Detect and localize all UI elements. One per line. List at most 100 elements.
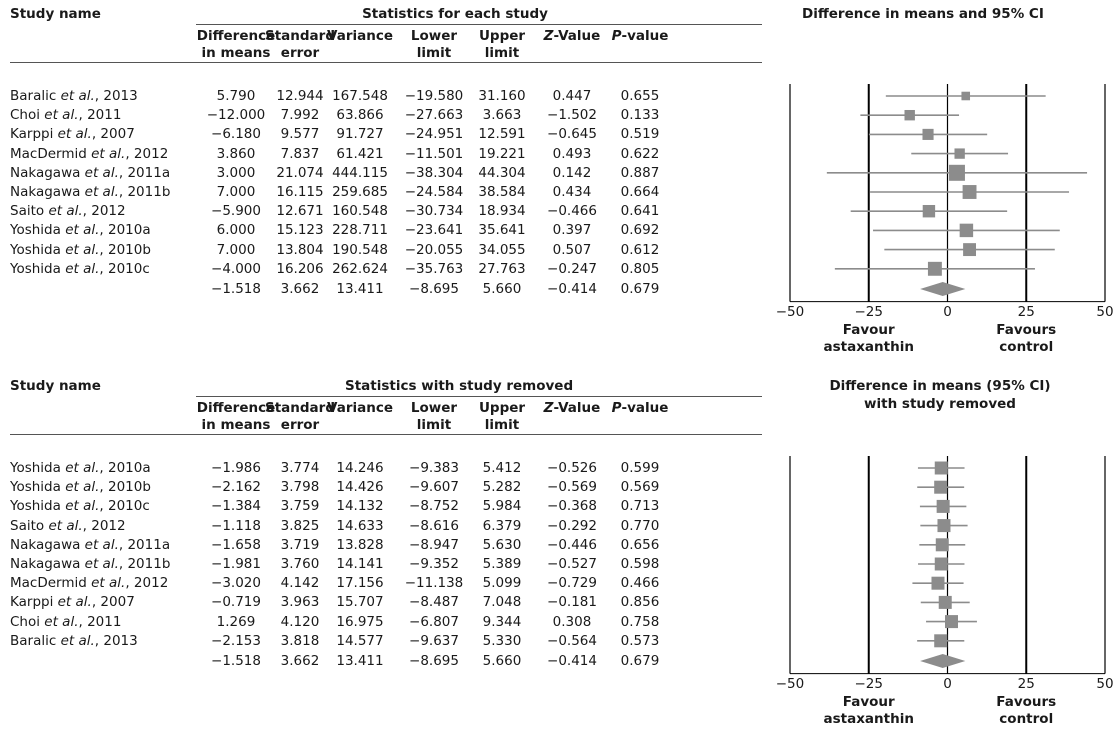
table-cell: −24.951 bbox=[404, 126, 464, 143]
point-estimate-marker bbox=[936, 499, 950, 513]
table-cell: 14.426 bbox=[336, 479, 384, 496]
table-cell: 3.818 bbox=[280, 632, 320, 649]
point-estimate-marker bbox=[934, 557, 948, 571]
table-cell: 27.763 bbox=[478, 260, 526, 277]
table-cell: 0.664 bbox=[620, 184, 660, 200]
study-name: Karppi et al., 2007 bbox=[10, 126, 135, 143]
table-cell: −23.641 bbox=[404, 222, 464, 239]
favour-right-label-line2: control bbox=[999, 710, 1054, 727]
favour-left-label-line2: astaxanthin bbox=[823, 338, 914, 355]
table-cell: 12.591 bbox=[478, 126, 526, 143]
table-cell: 9.577 bbox=[280, 126, 320, 143]
column-header-1-line2: error bbox=[280, 45, 320, 61]
table-cell: 14.577 bbox=[336, 632, 384, 649]
table-cell: −1.986 bbox=[211, 460, 261, 476]
table-cell: 61.421 bbox=[336, 145, 384, 162]
study-name: Saito et al., 2012 bbox=[10, 517, 126, 534]
x-tick-label: 25 bbox=[1017, 303, 1035, 320]
column-header-3: Lower bbox=[410, 400, 458, 416]
table-cell: 7.992 bbox=[280, 107, 320, 124]
table-cell: 19.221 bbox=[478, 145, 526, 162]
column-header-0: Difference bbox=[196, 400, 276, 416]
study-name: Nakagawa et al., 2011a bbox=[10, 164, 171, 181]
table-cell: 0.599 bbox=[620, 460, 660, 476]
study-name-header: Study name bbox=[10, 378, 101, 394]
table-cell: 444.115 bbox=[332, 164, 388, 181]
column-header-1: Standard bbox=[265, 400, 335, 416]
table-cell: −0.446 bbox=[547, 536, 597, 553]
table-cell: 31.160 bbox=[478, 88, 526, 104]
plot-header-line1: Difference in means (95% CI) bbox=[829, 378, 1051, 394]
favour-right-label: Favours bbox=[996, 693, 1057, 710]
summary-cell: 5.660 bbox=[482, 281, 522, 297]
table-cell: −6.180 bbox=[211, 126, 261, 143]
forest-plot-top bbox=[789, 84, 1106, 303]
point-estimate-marker bbox=[922, 204, 936, 218]
favour-right-label-line2: control bbox=[999, 338, 1054, 355]
table-cell: 3.860 bbox=[216, 145, 256, 162]
column-header-3: Lower bbox=[410, 28, 458, 44]
table-cell: −1.981 bbox=[211, 556, 261, 572]
x-tick-label: 0 bbox=[943, 675, 952, 692]
table-cell: 3.760 bbox=[280, 556, 320, 572]
table-cell: 14.246 bbox=[336, 460, 384, 476]
table-cell: 0.713 bbox=[620, 498, 660, 515]
group-header: Statistics for each study bbox=[362, 6, 548, 22]
table-cell: −0.247 bbox=[547, 260, 597, 277]
table-cell: −1.118 bbox=[211, 517, 261, 534]
column-header-3-line2: limit bbox=[416, 45, 452, 61]
table-cell: 0.612 bbox=[620, 241, 660, 258]
table-cell: 0.493 bbox=[552, 145, 592, 162]
study-name: Yoshida et al., 2010a bbox=[10, 460, 151, 476]
summary-cell: 3.662 bbox=[280, 281, 320, 297]
table-cell: 15.123 bbox=[276, 222, 324, 239]
table-cell: 0.569 bbox=[620, 479, 660, 496]
x-tick-label: −50 bbox=[775, 303, 805, 320]
table-cell: 15.707 bbox=[336, 594, 384, 611]
table-cell: −30.734 bbox=[404, 203, 464, 220]
table-cell: 0.519 bbox=[620, 126, 660, 143]
column-header-4-line2: limit bbox=[484, 45, 520, 61]
study-name: Nakagawa et al., 2011b bbox=[10, 184, 171, 200]
table-cell: −0.292 bbox=[547, 517, 597, 534]
table-cell: −0.719 bbox=[211, 594, 261, 611]
table-cell: 259.685 bbox=[332, 184, 388, 200]
column-header-5: Z-Value bbox=[543, 400, 601, 416]
plot-header-line2: with study removed bbox=[864, 396, 1016, 412]
table-cell: 0.573 bbox=[620, 632, 660, 649]
table-cell: 3.798 bbox=[280, 479, 320, 496]
table-cell: 0.692 bbox=[620, 222, 660, 239]
study-name: MacDermid et al., 2012 bbox=[10, 575, 169, 592]
table-cell: −0.181 bbox=[547, 594, 597, 611]
point-estimate-marker bbox=[935, 538, 949, 552]
study-name: Choi et al., 2011 bbox=[10, 107, 122, 124]
table-cell: −0.564 bbox=[547, 632, 597, 649]
table-cell: 3.963 bbox=[280, 594, 320, 611]
table-cell: −8.616 bbox=[409, 517, 459, 534]
point-estimate-marker bbox=[904, 109, 915, 121]
favour-left-label: Favour bbox=[842, 693, 895, 710]
column-header-6: P-value bbox=[611, 400, 669, 416]
column-header-4: Upper bbox=[478, 28, 526, 44]
table-cell: 7.000 bbox=[216, 241, 256, 258]
study-name: Yoshida et al., 2010a bbox=[10, 222, 151, 239]
table-cell: −38.304 bbox=[404, 164, 464, 181]
table-cell: 12.671 bbox=[276, 203, 324, 220]
table-cell: 0.397 bbox=[552, 222, 592, 239]
table-cell: 0.887 bbox=[620, 164, 660, 181]
table-cell: 0.507 bbox=[552, 241, 592, 258]
table-cell: 5.790 bbox=[216, 88, 256, 104]
table-cell: 21.074 bbox=[276, 164, 324, 181]
header-bottom-rule bbox=[10, 434, 762, 435]
table-cell: −9.383 bbox=[409, 460, 459, 476]
table-cell: 13.804 bbox=[276, 241, 324, 258]
table-cell: 3.663 bbox=[482, 107, 522, 124]
study-name: Baralic et al., 2013 bbox=[10, 88, 138, 104]
study-name: Nakagawa et al., 2011b bbox=[10, 556, 171, 572]
study-name: Choi et al., 2011 bbox=[10, 613, 122, 630]
table-cell: 5.984 bbox=[482, 498, 522, 515]
table-cell: −19.580 bbox=[404, 88, 464, 104]
column-header-4: Upper bbox=[478, 400, 526, 416]
x-tick-label: 0 bbox=[943, 303, 952, 320]
table-cell: 0.656 bbox=[620, 536, 660, 553]
